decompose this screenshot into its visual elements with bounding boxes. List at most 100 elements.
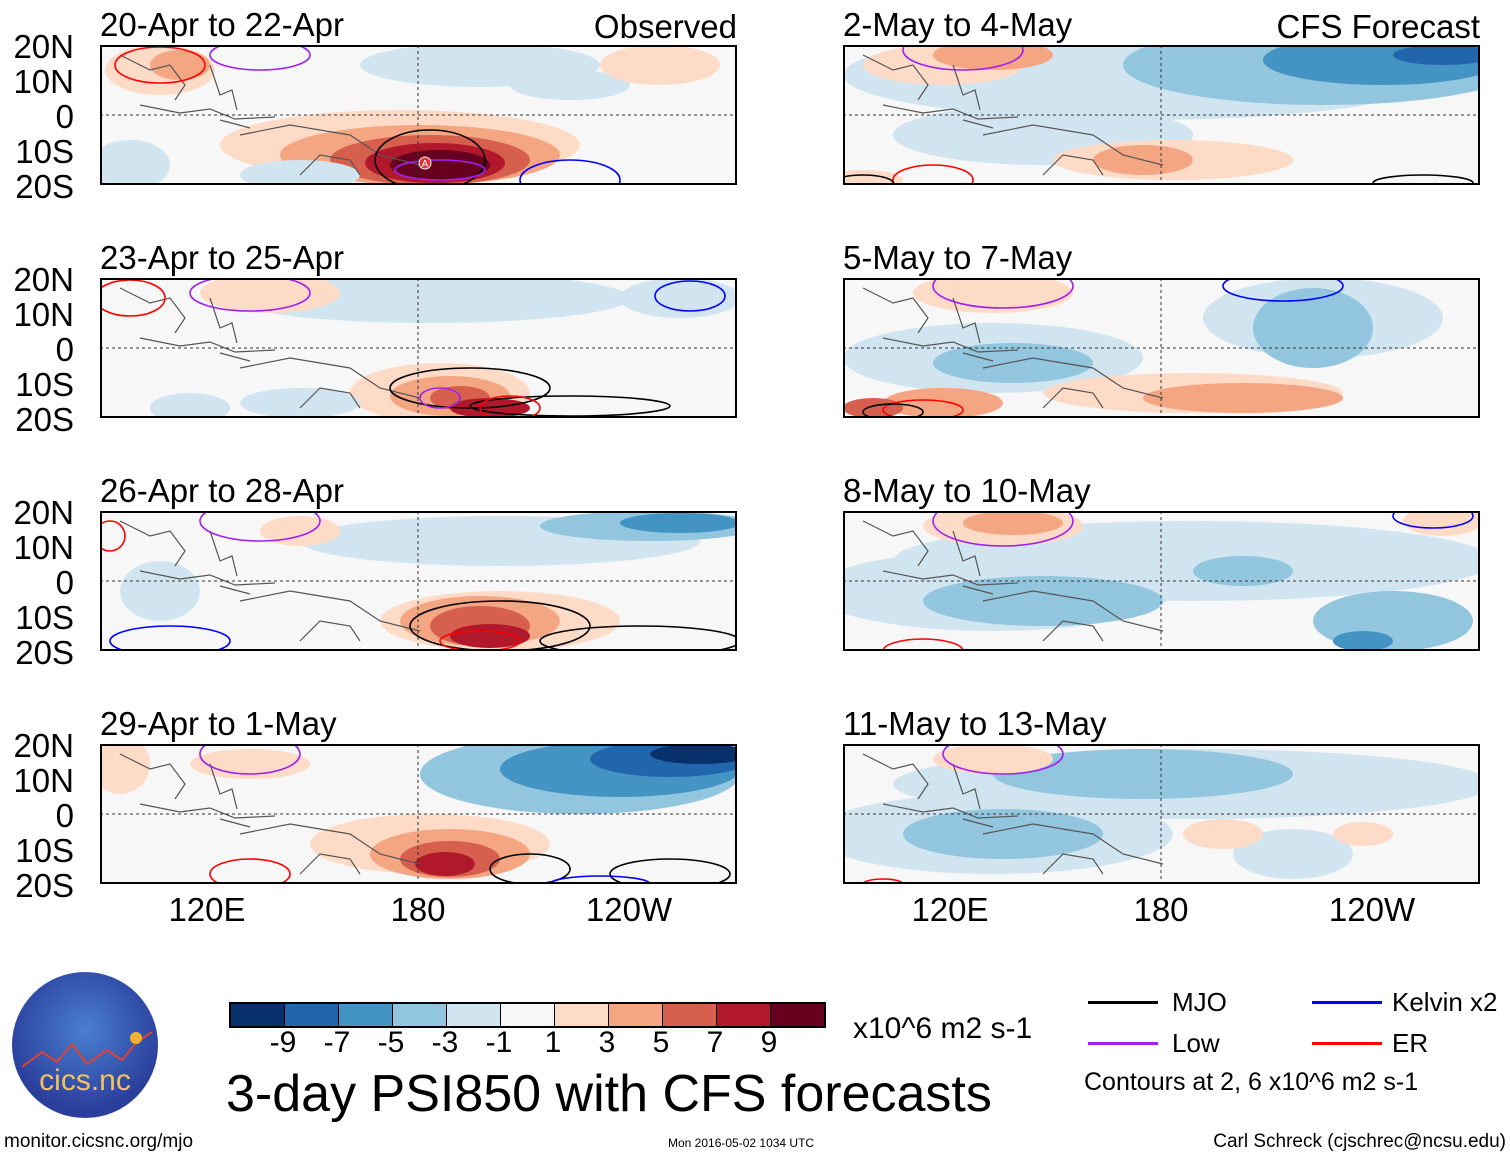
contour-line — [209, 45, 311, 71]
colorbar-tick: 5 — [652, 1026, 670, 1059]
y-tick-label: 20S — [15, 401, 74, 438]
x-tick-label: 180 — [390, 891, 446, 928]
colorbar-tick: -1 — [485, 1026, 513, 1059]
coastline — [119, 753, 421, 875]
anomaly-region — [240, 160, 360, 185]
anomaly-region — [1333, 822, 1393, 846]
coastline — [119, 520, 421, 642]
contour-line — [479, 395, 541, 418]
panel-frame — [843, 278, 1480, 418]
figure-title: 3-day PSI850 with CFS forecasts — [226, 1065, 992, 1123]
colorbar-tick: -9 — [269, 1026, 297, 1059]
anomaly-region — [1233, 829, 1353, 879]
contour-line — [932, 511, 1074, 547]
y-tick-label: 0 — [55, 797, 74, 834]
map-panel — [843, 278, 1480, 418]
contour-line — [489, 853, 571, 884]
legend-er-label: ER — [1392, 1028, 1429, 1058]
anomaly-region — [190, 749, 310, 779]
contour-line — [419, 387, 461, 409]
panel-title: 11-May to 13-May — [843, 705, 1107, 742]
contour-line — [199, 744, 301, 775]
x-tick-label: 180 — [1133, 891, 1189, 928]
contour-line — [862, 878, 904, 884]
contour-line — [1392, 511, 1474, 529]
anomaly-region — [903, 809, 1103, 859]
panel-frame — [100, 45, 737, 185]
anomaly-region — [650, 744, 737, 764]
anomaly-region — [620, 278, 737, 318]
footer-timestamp: Mon 2016-05-02 1034 UTC — [668, 1136, 815, 1150]
contour-line — [394, 159, 486, 181]
y-tick-label: 0 — [55, 98, 74, 135]
y-tick-label: 10S — [15, 366, 74, 403]
marker-a — [418, 156, 432, 170]
colorbar-swatch — [447, 1004, 501, 1026]
legend-kelvin-label: Kelvin x2 — [1392, 987, 1498, 1017]
anomaly-region — [600, 45, 720, 85]
x-tick-label: 120E — [168, 891, 246, 928]
contour-line — [932, 278, 1074, 309]
anomaly-region — [933, 343, 1093, 383]
colorbar — [229, 1002, 826, 1028]
contour-line — [189, 278, 311, 312]
panel-frame — [100, 744, 737, 884]
units-label: x10^6 m2 s-1 — [853, 1012, 1033, 1045]
footer-author: Carl Schreck (cjschrec@ncsu.edu) — [1213, 1131, 1506, 1152]
contour-line — [549, 875, 651, 884]
panel-title: 26-Apr to 28-Apr — [100, 472, 344, 509]
contour-line — [862, 403, 924, 418]
anomaly-region — [100, 744, 150, 794]
contour-line — [609, 858, 731, 884]
colorbar-swatch — [393, 1004, 447, 1026]
panel-title: 29-Apr to 1-May — [100, 705, 337, 742]
anomaly-region — [120, 561, 200, 621]
contour-line — [199, 511, 321, 542]
logo-text: cics.nc — [39, 1064, 131, 1097]
legend-low-label: Low — [1172, 1028, 1220, 1058]
colorbar-tick: -5 — [377, 1026, 405, 1059]
map-panel — [100, 744, 737, 884]
anomaly-region — [1193, 556, 1293, 586]
contour-line — [100, 279, 166, 317]
x-tick-label: 120E — [911, 891, 989, 928]
y-tick-label: 0 — [55, 564, 74, 601]
anomaly-region — [150, 50, 210, 80]
panel-frame — [843, 511, 1480, 651]
contour-line — [654, 280, 726, 312]
legend-mjo-line — [1088, 1001, 1158, 1004]
map-panel — [100, 511, 737, 651]
footer-url[interactable]: monitor.cicsnc.org/mjo — [4, 1131, 194, 1152]
colorbar-swatch — [555, 1004, 609, 1026]
colorbar-swatch — [717, 1004, 771, 1026]
legend-kelvin-line — [1312, 1001, 1382, 1004]
anomaly-region — [240, 388, 360, 418]
contour-line — [409, 600, 591, 651]
y-tick-label: 10N — [13, 762, 74, 799]
panel-label: Observed — [593, 8, 737, 45]
colorbar-tick: 3 — [598, 1026, 616, 1059]
coastline — [862, 520, 1164, 642]
contour-line — [519, 159, 621, 185]
anomaly-region — [620, 513, 737, 533]
panel-frame — [100, 511, 737, 651]
colorbar-swatch — [663, 1004, 717, 1026]
panel-label: CFS Forecast — [1276, 8, 1480, 45]
legend-mjo-label: MJO — [1172, 987, 1227, 1017]
map-panel: A — [100, 45, 737, 185]
anomaly-region — [843, 170, 903, 185]
anomaly-region — [993, 749, 1293, 799]
contour-line — [942, 744, 1064, 775]
contour-line — [902, 45, 1024, 71]
anomaly-region — [1333, 631, 1393, 651]
contour-line — [539, 625, 737, 651]
anomaly-region — [843, 398, 903, 418]
anomaly-region — [390, 150, 490, 180]
map-panel — [843, 45, 1480, 185]
colorbar-tick: 7 — [706, 1026, 724, 1059]
coastline — [119, 54, 421, 176]
y-tick-label: 20S — [15, 867, 74, 904]
coastline — [862, 753, 1164, 875]
colorbar-tick: -7 — [323, 1026, 351, 1059]
coastline — [119, 287, 421, 409]
